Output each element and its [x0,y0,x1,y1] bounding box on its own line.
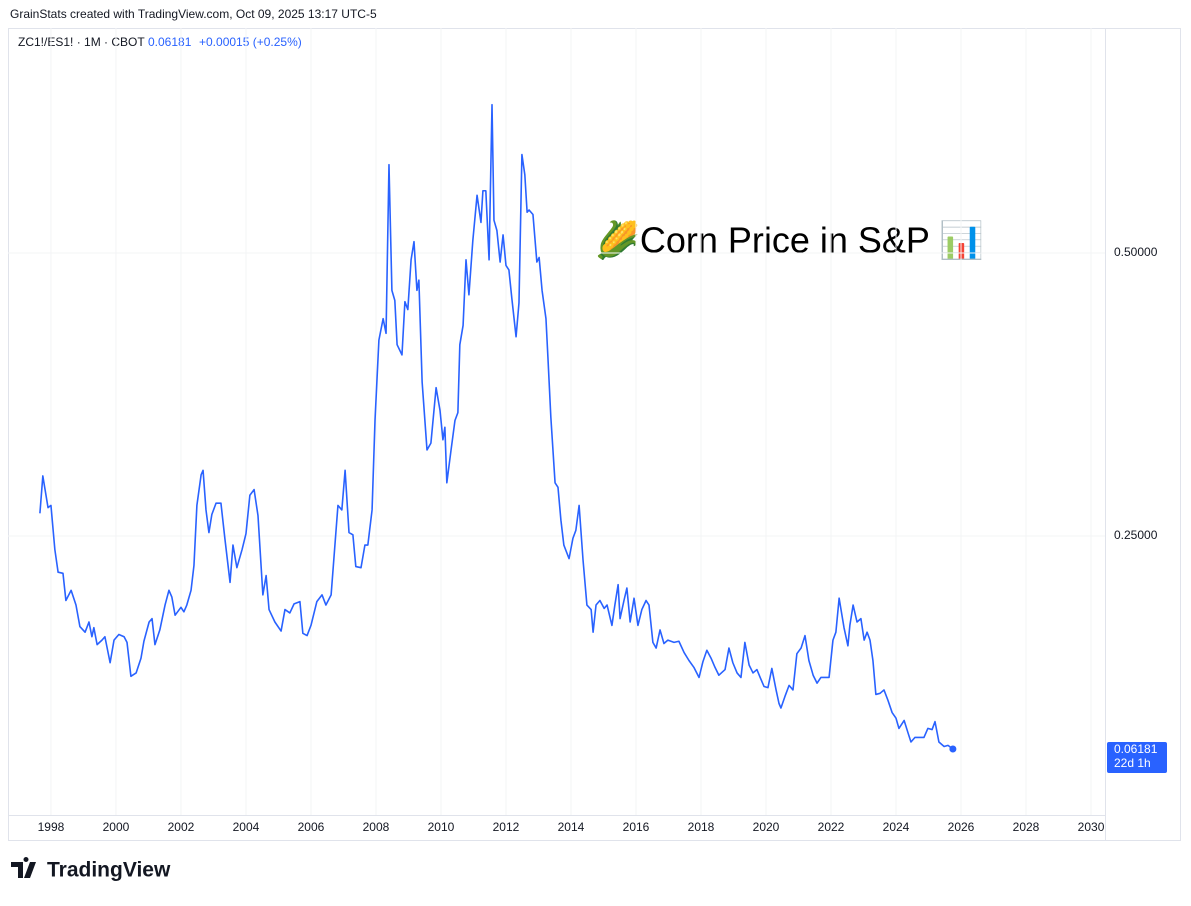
x-tick-label: 2010 [428,820,455,834]
x-tick-label: 2008 [363,820,390,834]
x-tick-label: 2030 [1078,820,1105,834]
price-line [39,103,954,750]
logo: TradingView [11,857,171,882]
x-tick-label: 2000 [103,820,130,834]
last-price: 0.06181 [148,35,192,49]
chart-frame [8,28,1181,841]
x-tick-label: 2016 [623,820,650,834]
x-tick-label: 2014 [558,820,585,834]
x-tick-label: 2002 [168,820,195,834]
plot: 1998 2000 2002 2004 2006 2008 2010 2012 2014 2016… [8,28,1167,834]
price-tag [1107,741,1167,773]
countdown: 22d 1h [1114,756,1151,770]
x-tick-label: 2020 [753,820,780,834]
x-tick-label: 1998 [38,820,65,834]
attribution: GrainStats created with TradingView.com,… [10,7,377,21]
last-point [949,745,957,753]
price-change: +0.00015 (+0.25%) [199,35,302,49]
x-tick-label: 2028 [1013,820,1040,834]
x-tick-label: 2018 [688,820,715,834]
logo-mark [11,857,36,878]
y-tick-label: 0.50000 [1114,245,1158,259]
x-tick-label: 2026 [948,820,975,834]
symbol: ZC1!/ES1! · 1M · CBOT [18,35,145,49]
logo-text: TradingView [47,859,171,882]
x-tick-label: 2024 [883,820,910,834]
x-tick-label: 2022 [818,820,845,834]
x-tick-label: 2012 [493,820,520,834]
annotation: 🌽Corn Price in S&P 📊 [595,219,984,261]
price-tag-value: 0.06181 [1114,742,1158,756]
y-tick-label: 0.25000 [1114,528,1158,542]
x-tick-label: 2006 [298,820,325,834]
x-tick-label: 2004 [233,820,260,834]
